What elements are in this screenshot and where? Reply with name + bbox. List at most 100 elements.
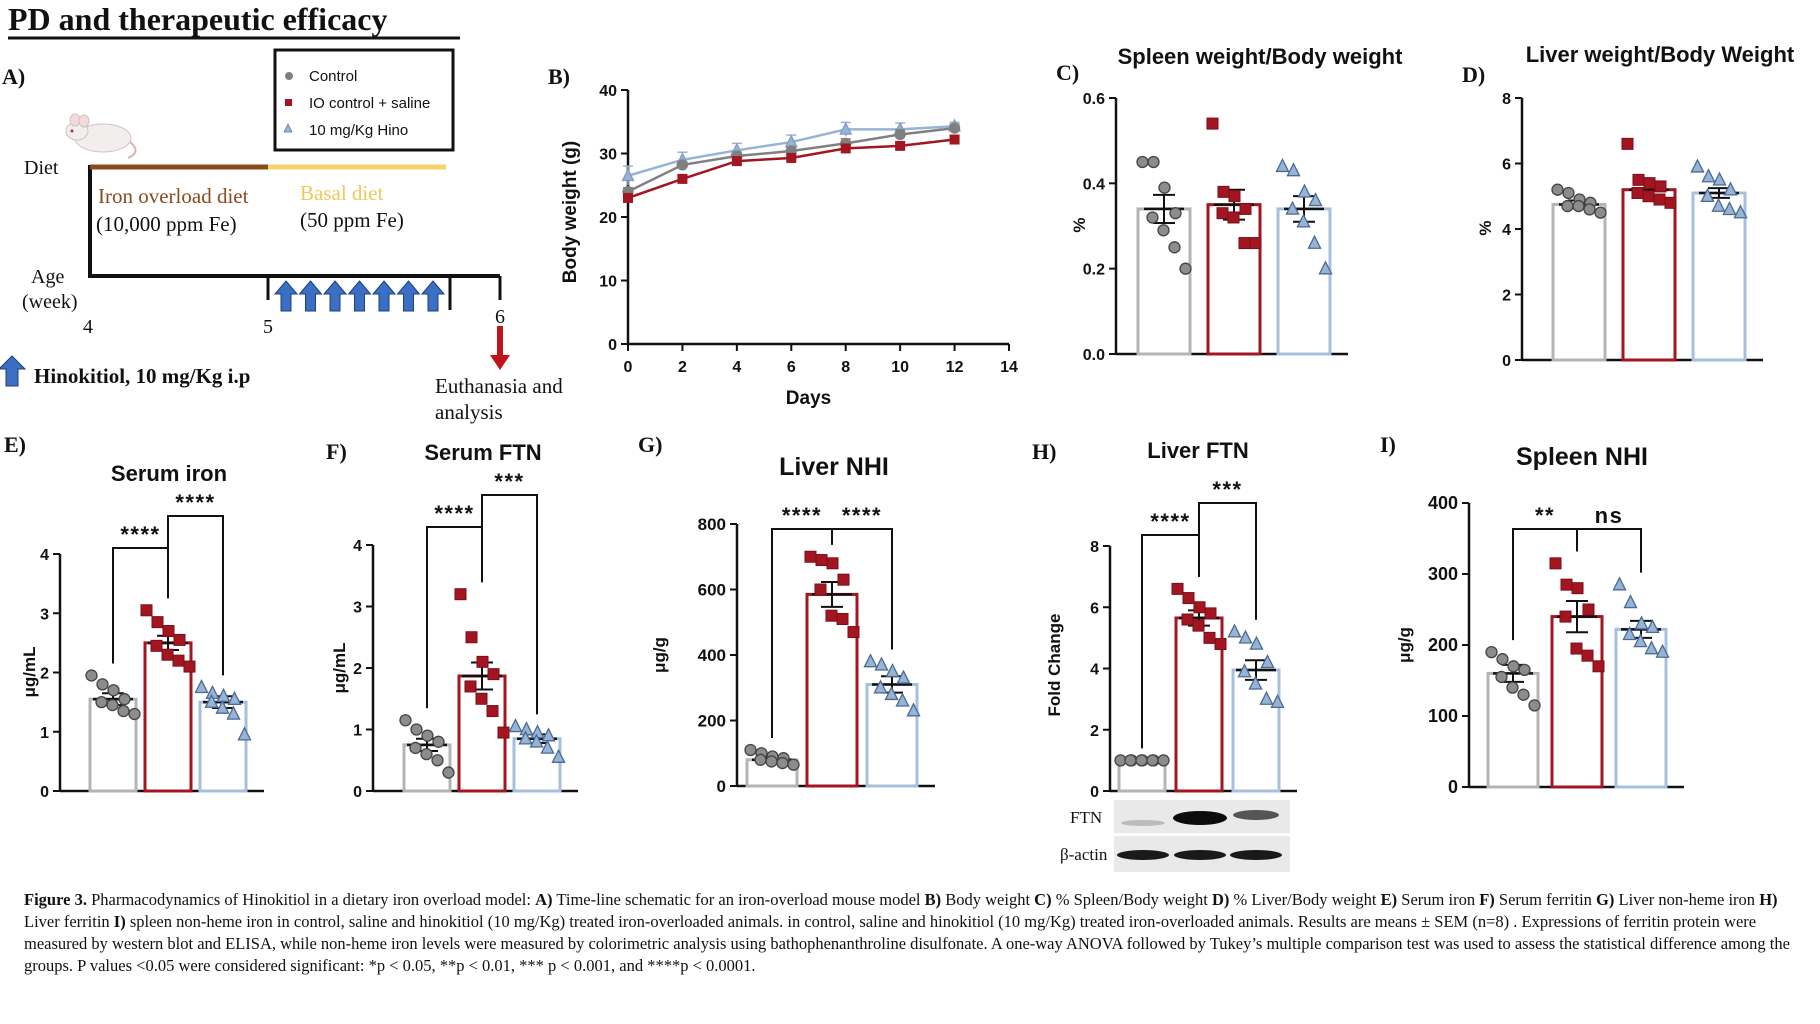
data-point (227, 690, 242, 705)
data-point (1723, 181, 1738, 196)
data-point (161, 648, 174, 661)
y-tick-label: 4 (40, 547, 49, 564)
caption-part-5: C) (1034, 890, 1052, 909)
data-point (1570, 642, 1583, 655)
comparison-bracket (481, 494, 538, 715)
data-point (1228, 190, 1241, 203)
ftn-band-io (1173, 811, 1227, 825)
data-point (432, 735, 445, 748)
iron-diet-dose: (10,000 ppm Fe) (96, 212, 237, 236)
y-tick-label: 20 (599, 210, 617, 227)
y-tick-label: 6 (1502, 157, 1511, 174)
data-point (194, 678, 209, 694)
data-point (1623, 594, 1638, 609)
data-point (1621, 137, 1634, 150)
data-point (96, 678, 109, 691)
panel-a-letter: A) (2, 64, 25, 89)
y-tick-label: 400 (1428, 493, 1458, 513)
data-point (1158, 181, 1171, 194)
data-point (409, 741, 422, 755)
chart-title: Spleen NHI (1516, 443, 1648, 471)
ftn-band-control (1121, 820, 1165, 826)
data-point (847, 626, 860, 639)
age-label: Age (31, 266, 64, 288)
data-point (172, 654, 185, 667)
significance-label: **** (175, 490, 215, 515)
caption-part-9: E) (1380, 890, 1398, 909)
data-point (173, 633, 186, 646)
data-point (621, 168, 635, 182)
data-point (1559, 610, 1572, 623)
injection-arrow-icon (298, 280, 323, 312)
significance-label: **** (1150, 509, 1190, 534)
chart-title: Serum FTN (424, 440, 541, 465)
data-point (1217, 185, 1230, 198)
data-point (1135, 754, 1148, 767)
y-axis-label: Fold Change (1045, 614, 1064, 717)
bar-1 (1174, 616, 1224, 793)
bar-1 (1621, 188, 1677, 362)
bar-2 (865, 682, 919, 788)
data-point (1249, 237, 1262, 250)
bar-2 (1276, 207, 1332, 356)
significance-label: ** (1535, 503, 1555, 528)
panel-b-body-weight-chart: 0 10 20 30 40 0 2 4 6 8 10 12 14 Days Body weight (g) (560, 83, 1018, 409)
data-point (399, 714, 412, 727)
caption-part-1: A) (535, 890, 553, 909)
data-point (1583, 203, 1596, 216)
data-point (1146, 211, 1159, 224)
data-point (1259, 690, 1274, 705)
y-tick-label: 0.6 (1083, 91, 1105, 108)
comparison-bracket (1576, 528, 1642, 573)
age-tick-label-6: 6 (495, 306, 505, 328)
y-tick-label: 0 (1502, 353, 1511, 370)
caption-part-8: % Liver/Body weight (1229, 890, 1381, 909)
data-point (431, 754, 444, 767)
data-point (1318, 260, 1333, 275)
data-point (731, 156, 742, 167)
data-point (475, 692, 488, 705)
data-point (1701, 168, 1716, 183)
data-point (814, 583, 827, 596)
data-point (183, 660, 196, 673)
data-point (1700, 187, 1715, 203)
data-point (1572, 199, 1585, 213)
y-tick-label: 2 (1090, 723, 1099, 740)
y-axis-label: % (1070, 217, 1089, 232)
data-point (150, 639, 163, 652)
y-tick-label: 0 (1448, 777, 1458, 797)
data-point (476, 655, 489, 668)
data-point (787, 758, 800, 771)
data-point (486, 705, 499, 718)
y-axis-label: % (1476, 220, 1495, 235)
y-tick-label: 2 (1502, 288, 1511, 305)
data-point (786, 152, 797, 163)
data-point (216, 687, 231, 703)
legend-io-marker (285, 99, 292, 106)
data-point (1690, 158, 1705, 173)
data-point (1485, 645, 1498, 659)
data-point (825, 609, 838, 622)
data-point (1633, 633, 1648, 648)
chart-title: Spleen weight/Body weight (1118, 44, 1403, 69)
y-tick-label: 0.2 (1083, 262, 1105, 279)
data-point (420, 747, 433, 761)
data-point (85, 669, 98, 682)
data-point (518, 730, 533, 745)
actin-band-io (1174, 850, 1226, 860)
data-point (765, 755, 778, 768)
data-point (895, 692, 910, 707)
euthanasia-line1: Euthanasia and (435, 374, 563, 398)
data-point (118, 693, 131, 706)
data-point (204, 693, 219, 708)
age-tick-label-4: 4 (83, 316, 93, 338)
data-point (884, 685, 899, 701)
x-tick-label: 14 (1000, 359, 1018, 376)
data-point (874, 656, 889, 671)
panel-g-liver-nhi-chart: Liver NHI μg/g 0 200 400 600 800 **** **** (650, 453, 935, 796)
data-point (1124, 754, 1137, 767)
actin-band-hino (1230, 850, 1282, 860)
data-point (1592, 660, 1605, 673)
data-point (454, 588, 467, 601)
